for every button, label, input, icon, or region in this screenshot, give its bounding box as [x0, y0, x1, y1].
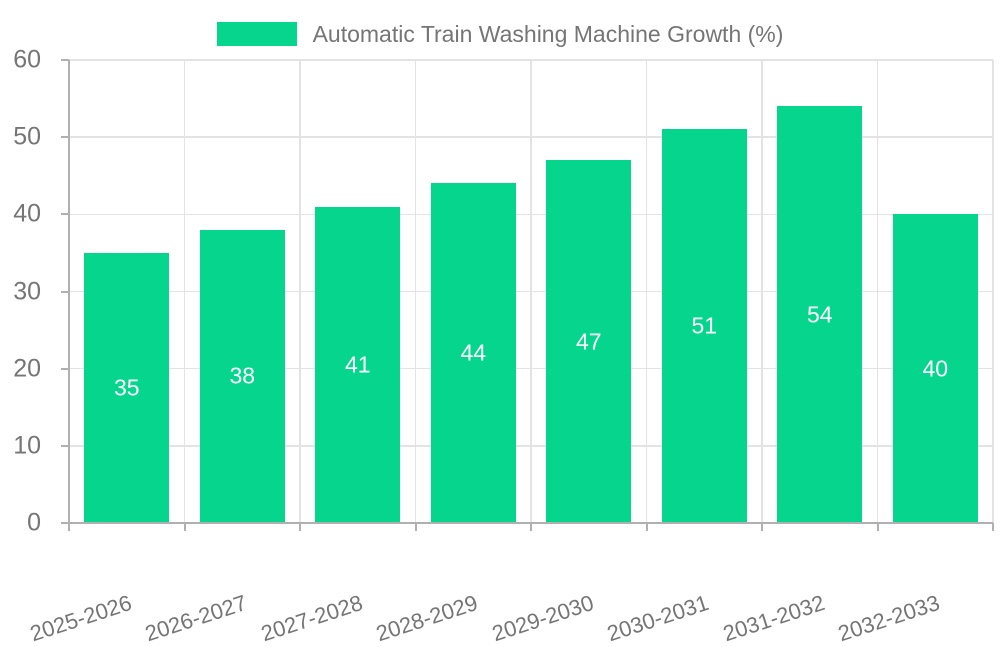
- y-tick-label: 60: [13, 45, 41, 74]
- y-tick-label: 40: [13, 199, 41, 228]
- bar-value-label: 54: [806, 301, 833, 328]
- x-tick-label: 2029-2030: [488, 590, 597, 647]
- y-tick-label: 30: [13, 277, 41, 305]
- x-axis-tick: [414, 523, 417, 531]
- gridline-vertical: [299, 60, 301, 523]
- gridline-vertical: [645, 60, 648, 523]
- y-axis-tick: [61, 136, 69, 139]
- bar: [84, 252, 170, 523]
- bar: [199, 229, 285, 523]
- bar: [315, 206, 401, 523]
- plot-area: 35 2025-2026 38 2026-2027 41 2027-2028 44 2028-…: [27, 59, 994, 646]
- x-axis-tick: [68, 523, 70, 531]
- gridline-vertical: [183, 60, 186, 523]
- x-tick-label: 2026-2027: [142, 590, 250, 647]
- bar: [777, 106, 863, 523]
- y-tick-label: 0: [27, 508, 41, 537]
- x-tick-label: 2025-2026: [26, 590, 135, 647]
- chart-legend: Automatic Train Washing Machine Growth (…: [0, 22, 1000, 46]
- x-axis-tick: [299, 523, 301, 531]
- x-axis-tick: [183, 523, 186, 531]
- y-tick-label: 20: [13, 354, 41, 383]
- x-axis-tick: [530, 523, 532, 531]
- y-axis-labels: 0 10 20 30 40 50 60: [0, 46, 55, 537]
- legend-label: Automatic Train Washing Machine Growth (…: [312, 21, 784, 47]
- x-tick-label: 2032-2033: [835, 590, 943, 647]
- bar-value-label: 35: [113, 374, 140, 401]
- gridline-vertical: [761, 60, 763, 523]
- bar-value-label: 47: [575, 328, 602, 355]
- y-tick-label: 10: [13, 431, 41, 460]
- bar-value-label: 40: [922, 355, 949, 382]
- x-axis-line: [61, 522, 993, 524]
- bar: [892, 214, 978, 523]
- y-axis-tick: [61, 290, 69, 293]
- y-axis-tick: [61, 213, 69, 216]
- x-axis-tick: [761, 523, 763, 531]
- bar-value-label: 51: [691, 312, 718, 339]
- y-axis-tick: [61, 522, 69, 524]
- bar: [430, 183, 516, 523]
- x-tick-label: 2030-2031: [604, 590, 712, 647]
- bar-chart: Automatic Train Washing Machine Growth (…: [0, 22, 1000, 646]
- x-tick-label: 2028-2029: [373, 590, 481, 647]
- bar: [546, 160, 632, 523]
- y-axis-line: [68, 60, 70, 531]
- y-axis-tick: [61, 59, 69, 61]
- bar-value-label: 41: [344, 351, 371, 378]
- x-axis-tick: [992, 523, 994, 531]
- gridline-vertical: [876, 60, 879, 523]
- gridline-vertical: [530, 60, 532, 523]
- y-axis-tick: [61, 367, 69, 370]
- x-tick-label: 2027-2028: [257, 590, 366, 647]
- x-axis-tick: [876, 523, 879, 531]
- legend-swatch-icon: [216, 22, 297, 46]
- y-axis-tick: [61, 444, 69, 447]
- y-tick-label: 50: [13, 122, 41, 151]
- x-tick-label: 2031-2032: [719, 590, 828, 647]
- bar: [661, 129, 747, 523]
- gridline-vertical: [414, 60, 417, 523]
- bar-value-label: 44: [460, 339, 487, 366]
- x-axis-tick: [645, 523, 648, 531]
- bar-value-label: 38: [229, 362, 256, 389]
- gridline-vertical: [992, 60, 994, 523]
